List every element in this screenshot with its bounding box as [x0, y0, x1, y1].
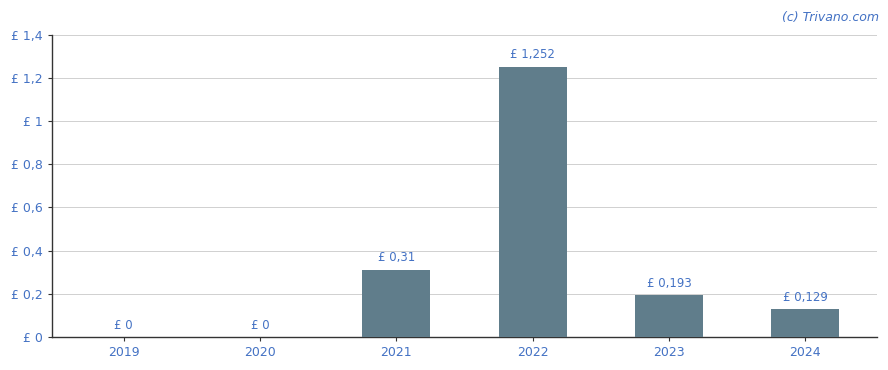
Bar: [362, 270, 431, 337]
Text: £ 0: £ 0: [250, 319, 269, 332]
Text: £ 0: £ 0: [115, 319, 133, 332]
Bar: [635, 295, 703, 337]
Bar: [498, 67, 567, 337]
Text: £ 0,129: £ 0,129: [783, 290, 828, 304]
Text: £ 0,193: £ 0,193: [646, 277, 692, 290]
Text: £ 1,252: £ 1,252: [511, 47, 555, 61]
Text: £ 0,31: £ 0,31: [377, 251, 415, 264]
Bar: [771, 309, 839, 337]
Text: (c) Trivano.com: (c) Trivano.com: [782, 11, 879, 24]
